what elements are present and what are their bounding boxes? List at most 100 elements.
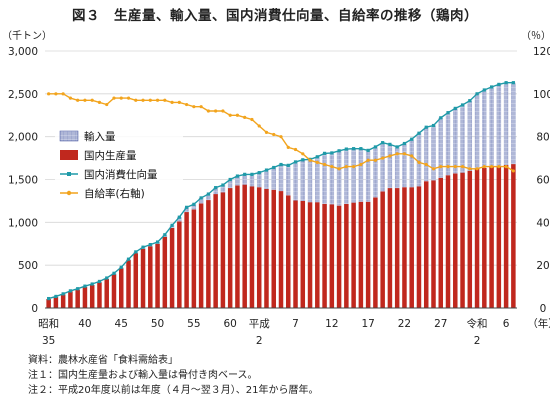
self-sufficiency-point	[214, 109, 218, 113]
self-sufficiency-point	[112, 96, 116, 100]
consumption-point	[337, 149, 341, 153]
consumption-point	[155, 240, 160, 244]
legend-marker-self-sufficiency	[66, 190, 72, 196]
self-sufficiency-point	[431, 167, 436, 171]
consumption-point	[366, 148, 370, 152]
legend-marker-consumption	[67, 172, 71, 176]
y-right-tick-label: 20	[536, 260, 549, 272]
bar-imports	[213, 187, 218, 195]
self-sufficiency-point	[141, 98, 145, 102]
x-tick-label: 昭和	[38, 318, 59, 330]
consumption-point	[315, 155, 319, 159]
self-sufficiency-point	[352, 165, 356, 169]
x-tick-label: 平成	[249, 318, 270, 330]
consumption-point	[235, 174, 240, 178]
consumption-point	[388, 142, 392, 146]
self-sufficiency-point	[460, 165, 465, 169]
consumption-point	[272, 165, 276, 170]
legend-label-self_sufficiency: 自給率(右軸)	[84, 187, 145, 200]
y-right-tick-label: 40	[536, 217, 549, 229]
x-tick-label: 45	[115, 318, 128, 330]
consumption-point	[61, 292, 65, 296]
self-sufficiency-point	[286, 145, 290, 149]
bar-imports	[431, 125, 436, 181]
consumption-point	[148, 243, 152, 247]
bar-production	[271, 189, 276, 308]
self-sufficiency-point	[105, 102, 109, 107]
chart-title: 図３ 生産量、輸入量、国内消費仕向量、自給率の推移（鶏肉）	[72, 8, 478, 24]
bar-production	[380, 191, 385, 308]
consumption-point	[359, 147, 363, 151]
consumption-point	[381, 141, 385, 145]
self-sufficiency-point	[301, 152, 305, 156]
bar-imports	[489, 86, 494, 167]
bar-production	[126, 260, 131, 308]
bar-imports	[242, 174, 247, 185]
consumption-point	[417, 131, 421, 135]
bar-production	[155, 243, 160, 308]
bar-production	[75, 289, 80, 308]
bar-production	[460, 172, 465, 308]
self-sufficiency-point	[155, 98, 160, 102]
bar-production	[82, 287, 88, 308]
bar-production	[148, 246, 153, 308]
consumption-point	[293, 160, 298, 164]
self-sufficiency-point	[228, 113, 232, 117]
legend-label-consumption: 国内消費仕向量	[84, 168, 158, 181]
bar-production	[482, 167, 487, 308]
self-sufficiency-point	[126, 96, 131, 100]
consumption-point	[185, 205, 189, 209]
consumption-point	[264, 168, 269, 172]
bar-production	[213, 194, 218, 308]
bar-imports	[423, 127, 429, 182]
bar-production	[300, 200, 306, 308]
self-sufficiency-point	[134, 98, 138, 102]
bar-imports	[198, 197, 204, 204]
bar-production	[249, 186, 255, 308]
self-sufficiency-point	[250, 117, 254, 122]
consumption-point	[134, 250, 138, 254]
self-sufficiency-point	[359, 162, 363, 167]
bar-production	[293, 200, 298, 308]
bar-imports	[474, 93, 480, 169]
self-sufficiency-point	[61, 92, 65, 96]
y-left-tick-label: 1,000	[8, 217, 38, 229]
y-right-tick-label: 60	[536, 175, 549, 187]
consumption-point	[206, 192, 210, 196]
self-sufficiency-point	[511, 169, 515, 173]
consumption-point	[504, 81, 508, 85]
self-sufficiency-point	[206, 109, 210, 113]
bar-layer	[46, 82, 516, 308]
consumption-point	[126, 257, 131, 261]
x-tick-label: 22	[398, 318, 411, 330]
self-sufficiency-point	[344, 165, 348, 169]
self-sufficiency-point	[243, 115, 247, 119]
bar-imports	[286, 165, 291, 196]
bar-production	[467, 170, 473, 308]
bar-imports	[351, 148, 356, 203]
self-sufficiency-point	[482, 165, 486, 169]
self-sufficiency-point	[221, 109, 225, 113]
bar-production	[227, 188, 233, 308]
self-sufficiency-point	[170, 100, 174, 104]
self-sufficiency-point	[76, 98, 80, 102]
bar-production	[89, 284, 95, 308]
bar-production	[235, 185, 240, 308]
self-sufficiency-point	[337, 167, 341, 171]
consumption-point	[330, 151, 334, 155]
consumption-point	[402, 141, 407, 146]
consumption-point	[54, 294, 58, 299]
source-note: 資料：農林水産省「食料需給表」	[28, 355, 178, 366]
self-sufficiency-point	[388, 154, 392, 158]
self-sufficiency-point	[83, 98, 87, 102]
x-tick-label: 6	[503, 318, 510, 330]
bar-imports	[387, 144, 393, 189]
x-tick-label: 17	[361, 318, 374, 330]
self-sufficiency-point	[489, 165, 494, 169]
bar-imports	[177, 217, 182, 222]
bar-imports	[460, 104, 465, 173]
bar-production	[184, 212, 189, 308]
bar-production	[336, 205, 342, 308]
x-tick-label-line2: 2	[256, 335, 263, 347]
